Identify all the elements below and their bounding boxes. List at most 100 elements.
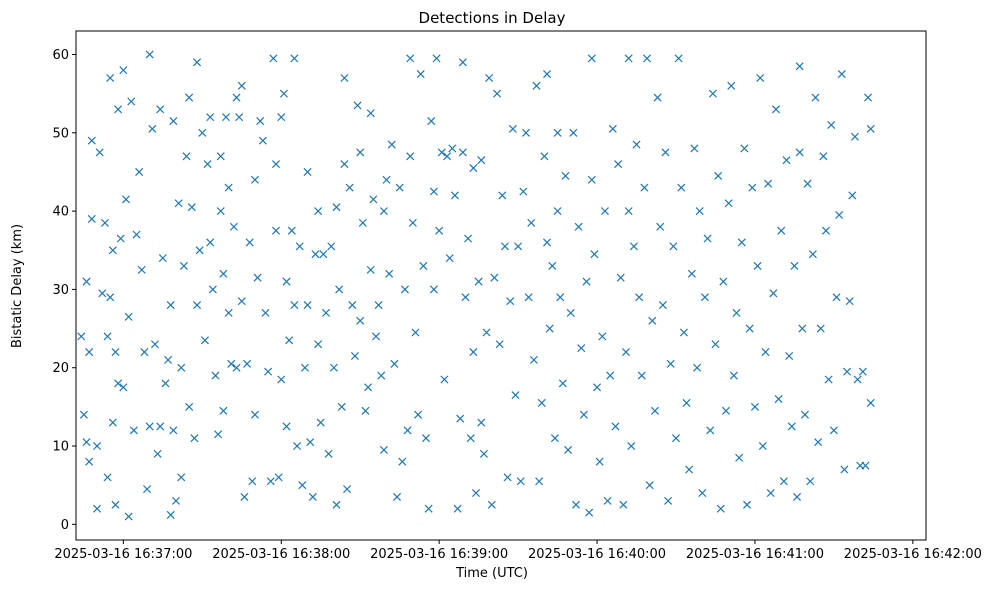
data-point — [711, 340, 720, 349]
data-point — [595, 457, 604, 466]
data-point — [814, 438, 823, 447]
data-point — [777, 226, 786, 235]
x-tick-label: 2025-03-16 16:37:00 — [54, 547, 192, 562]
data-point — [664, 496, 673, 505]
data-point — [535, 477, 544, 486]
data-point — [469, 164, 478, 173]
data-point — [156, 105, 165, 114]
data-point — [827, 120, 836, 129]
data-point — [127, 97, 136, 106]
data-point — [703, 234, 712, 243]
data-point — [253, 273, 262, 282]
data-point — [343, 485, 352, 494]
data-point — [521, 128, 531, 137]
data-point — [806, 477, 815, 486]
data-point — [574, 222, 583, 231]
data-point — [182, 152, 191, 161]
data-point — [185, 402, 194, 411]
plot-area — [75, 30, 927, 541]
data-point — [445, 254, 454, 263]
data-point — [179, 261, 188, 270]
data-point — [227, 359, 236, 368]
data-point — [314, 340, 323, 349]
data-point — [543, 238, 552, 247]
data-point — [400, 285, 409, 294]
data-point — [156, 422, 165, 431]
data-point — [208, 285, 217, 294]
data-point — [800, 410, 809, 419]
data-point — [853, 375, 862, 384]
data-point — [171, 496, 181, 505]
x-tick-label: 2025-03-16 16:39:00 — [370, 547, 508, 562]
data-point — [119, 383, 128, 392]
data-point — [298, 481, 307, 490]
data-point — [861, 461, 870, 470]
data-point — [832, 293, 841, 302]
data-point — [266, 477, 275, 486]
data-point — [511, 391, 520, 400]
data-point — [598, 332, 607, 341]
data-point — [840, 465, 849, 474]
data-point — [416, 70, 425, 79]
data-point — [98, 289, 107, 298]
data-point — [361, 406, 370, 415]
data-point — [627, 442, 636, 451]
data-point — [603, 496, 612, 505]
data-point — [282, 277, 291, 286]
data-point — [558, 379, 567, 388]
data-point — [232, 93, 241, 102]
x-axis-label: Time (UTC) — [455, 566, 528, 581]
data-point — [369, 195, 378, 204]
data-point — [653, 93, 662, 102]
data-point — [548, 261, 557, 270]
data-point — [448, 144, 457, 153]
data-point — [148, 124, 157, 133]
data-point — [166, 510, 175, 519]
data-point — [450, 191, 459, 200]
data-point — [371, 332, 381, 341]
data-point — [221, 113, 231, 122]
data-point — [650, 406, 659, 415]
data-point — [335, 285, 344, 294]
data-point — [145, 422, 154, 431]
data-point — [174, 199, 183, 208]
data-point — [332, 203, 341, 212]
data-point — [337, 402, 346, 411]
data-point — [566, 308, 575, 317]
data-point — [635, 293, 644, 302]
data-point — [340, 160, 349, 169]
data-point — [124, 312, 133, 321]
data-point — [206, 238, 215, 247]
data-point — [240, 492, 249, 501]
data-point — [829, 426, 838, 435]
data-point — [161, 379, 170, 388]
data-point — [490, 273, 499, 282]
data-point — [750, 402, 759, 411]
data-point — [224, 308, 233, 317]
data-point — [543, 70, 552, 79]
data-point — [316, 418, 325, 427]
data-point — [190, 434, 199, 443]
data-point — [835, 210, 844, 220]
data-point — [816, 324, 825, 333]
data-point — [193, 58, 202, 67]
data-point — [819, 152, 828, 161]
data-point — [821, 226, 831, 235]
data-point — [216, 152, 225, 161]
data-point — [379, 207, 388, 216]
data-point — [103, 332, 112, 341]
data-point — [303, 301, 312, 310]
data-point — [864, 93, 873, 102]
data-point — [324, 449, 333, 458]
data-point — [845, 297, 854, 306]
data-point — [524, 293, 533, 302]
data-point — [443, 152, 452, 161]
data-point — [537, 398, 546, 407]
data-point — [637, 371, 646, 380]
data-point — [706, 426, 715, 435]
x-tick-label: 2025-03-16 16:40:00 — [528, 547, 666, 562]
data-point — [232, 363, 241, 372]
data-point — [474, 277, 483, 286]
data-point — [740, 144, 749, 153]
data-point — [150, 340, 159, 349]
